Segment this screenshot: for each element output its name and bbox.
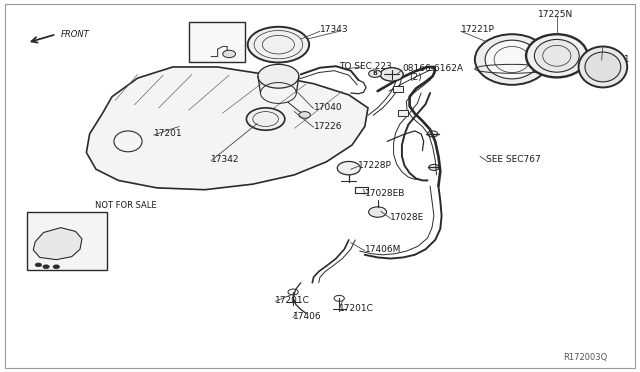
Ellipse shape [585,52,621,82]
Circle shape [369,207,387,217]
Text: 17201C: 17201C [339,304,374,313]
Text: 17201: 17201 [154,129,182,138]
Text: 17343: 17343 [320,25,349,34]
Circle shape [43,265,49,269]
Circle shape [248,27,309,62]
Text: 17221P: 17221P [461,25,495,34]
FancyBboxPatch shape [393,86,403,92]
Circle shape [258,64,299,88]
Text: 08166-6162A: 08166-6162A [402,64,463,73]
Ellipse shape [526,34,588,77]
Text: 17028E: 17028E [390,213,425,222]
Text: NOT FOR SALE: NOT FOR SALE [95,201,156,210]
Text: SEE SEC767: SEE SEC767 [486,155,541,164]
FancyBboxPatch shape [189,22,245,62]
Circle shape [299,112,310,118]
Text: R172003Q: R172003Q [563,353,607,362]
Ellipse shape [579,46,627,87]
Ellipse shape [114,131,142,152]
Text: 25060Y: 25060Y [198,33,232,42]
Polygon shape [33,228,82,260]
Ellipse shape [534,39,579,72]
Ellipse shape [485,40,539,79]
Text: (2): (2) [410,73,422,81]
Text: 17406: 17406 [293,312,322,321]
Text: 17226: 17226 [314,122,342,131]
Text: 17201C: 17201C [275,296,310,305]
FancyBboxPatch shape [398,110,408,116]
Circle shape [35,263,42,267]
Circle shape [369,70,381,77]
Circle shape [246,108,285,130]
Circle shape [53,265,60,269]
Text: 17342: 17342 [211,155,240,164]
Text: TO SEC.223: TO SEC.223 [339,62,392,71]
Text: 17028EB: 17028EB [365,189,405,198]
FancyBboxPatch shape [27,212,107,270]
Polygon shape [86,67,368,190]
Text: 17406M: 17406M [365,246,401,254]
Text: B: B [372,71,378,76]
Text: 17225N: 17225N [538,10,573,19]
Ellipse shape [475,34,549,85]
Text: 17040: 17040 [314,103,342,112]
Circle shape [337,161,360,175]
Text: 17228P: 17228P [358,161,392,170]
Text: 17251: 17251 [602,55,630,64]
Circle shape [223,50,236,58]
Circle shape [380,68,403,81]
Text: FRONT: FRONT [61,31,90,39]
